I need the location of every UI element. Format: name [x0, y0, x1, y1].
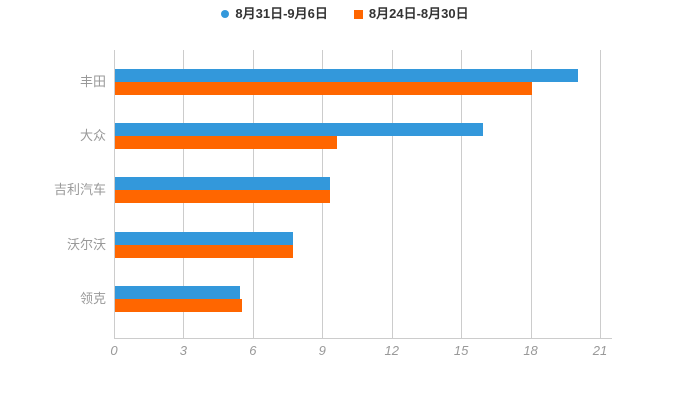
bar-series1-row2[interactable]	[115, 190, 331, 204]
x-tick-label-9: 9	[318, 343, 326, 358]
y-axis-label-row3: 沃尔沃	[66, 236, 106, 252]
x-tick-label-18: 18	[523, 343, 538, 358]
x-tick-label-6: 6	[249, 343, 257, 358]
x-tick-label-15: 15	[453, 343, 469, 358]
gridline-0	[114, 50, 115, 338]
x-tick-label-21: 21	[592, 343, 608, 358]
x-tick-label-0: 0	[110, 343, 118, 358]
bar-series1-row0[interactable]	[115, 82, 532, 95]
bar-series0-row3[interactable]	[115, 231, 294, 245]
legend-label-series1: 8月24日-8月30日	[368, 6, 469, 21]
legend-item-series1[interactable]: 8月24日-8月30日	[353, 6, 469, 22]
gridline-15	[461, 50, 463, 338]
gridline-21	[600, 50, 601, 338]
y-axis-label-row4: 领克	[79, 290, 106, 306]
legend-circle-marker-icon	[221, 10, 230, 18]
legend-square-marker-icon	[353, 9, 363, 19]
x-axis-line	[114, 338, 612, 339]
bar-series1-row1[interactable]	[115, 136, 338, 150]
gridline-12	[391, 50, 393, 338]
gridline-18	[530, 50, 532, 338]
y-axis-label-row0: 丰田	[79, 74, 106, 89]
bar-series0-row2[interactable]	[115, 177, 331, 191]
legend-label-series0: 8月31日-9月6日	[235, 6, 328, 21]
x-tick-label-3: 3	[179, 343, 188, 358]
legend: 8月31日-9月6日 8月24日-8月30日	[0, 6, 695, 22]
bar-series1-row3[interactable]	[115, 244, 294, 258]
bar-series0-row1[interactable]	[115, 123, 483, 137]
bar-series1-row4[interactable]	[115, 298, 243, 312]
y-axis-label-row1: 大众	[79, 128, 106, 144]
y-axis-label-row2: 吉利汽车	[53, 182, 106, 198]
bar-series0-row4[interactable]	[115, 285, 240, 299]
bar-series0-row0[interactable]	[115, 69, 578, 82]
legend-item-series0[interactable]: 8月31日-9月6日	[221, 6, 328, 22]
x-tick-label-12: 12	[384, 343, 399, 358]
